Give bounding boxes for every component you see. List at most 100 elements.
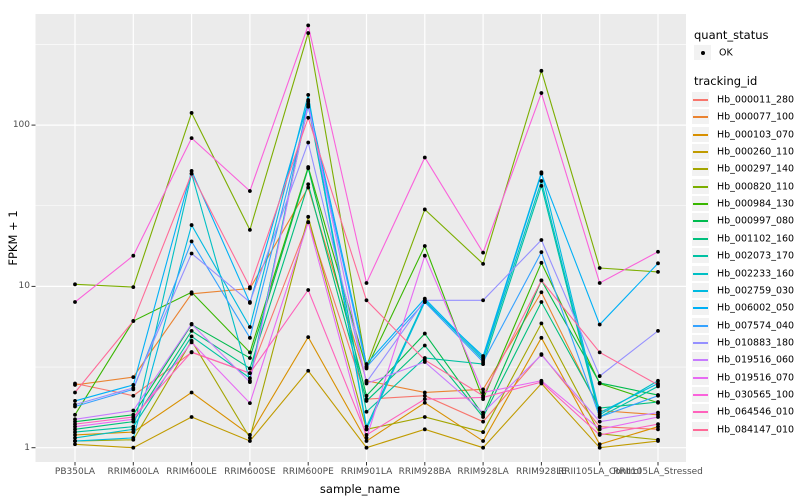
data-point <box>364 445 369 450</box>
data-point <box>597 266 602 270</box>
data-point <box>189 350 194 354</box>
data-point <box>73 300 77 304</box>
legend-key-swatch <box>692 369 709 385</box>
data-point <box>481 356 485 360</box>
data-point <box>539 183 544 188</box>
data-point <box>306 288 311 292</box>
legend-key-swatch <box>692 196 709 212</box>
legend-label-tracking-id: Hb_019516_060 <box>717 354 795 366</box>
data-point <box>422 358 427 362</box>
y-axis-title: FPKM + 1 <box>6 210 20 266</box>
x-tick-label: RRIM928LE <box>515 467 567 477</box>
legend-label-tracking-id: Hb_064546_010 <box>717 406 795 418</box>
data-point <box>189 340 194 345</box>
data-point <box>131 436 136 440</box>
data-point <box>189 290 194 295</box>
data-point <box>422 298 427 303</box>
series-color-line-icon <box>693 133 708 136</box>
data-point <box>656 378 660 383</box>
data-point <box>73 422 77 427</box>
data-point <box>73 402 77 407</box>
data-point <box>189 169 194 173</box>
data-point <box>364 362 369 366</box>
x-tick-label: RRIM928BA <box>398 467 452 477</box>
data-point <box>306 335 311 339</box>
data-point <box>597 445 602 450</box>
data-point <box>306 166 311 171</box>
data-point <box>364 433 369 437</box>
series-color-line-icon <box>693 376 708 379</box>
data-point <box>73 439 77 443</box>
legend-key-swatch <box>692 404 709 420</box>
data-point <box>422 244 427 248</box>
legend-label-tracking-id: Hb_002233_160 <box>717 268 795 279</box>
data-point <box>656 437 660 442</box>
data-point <box>481 430 485 434</box>
y-tick-label: 10 <box>18 281 30 292</box>
legend-key-swatch <box>692 109 709 125</box>
data-point <box>73 399 77 403</box>
data-point <box>597 350 602 355</box>
data-point <box>597 374 602 378</box>
legend-item-tracking: Hb_010883_180 <box>692 334 800 351</box>
data-point <box>189 334 194 339</box>
data-point <box>656 422 660 427</box>
legend-key-ok <box>694 45 711 60</box>
legend-label-tracking-id: Hb_084147_010 <box>717 424 795 436</box>
data-point <box>248 371 252 376</box>
data-point <box>131 375 136 379</box>
data-point <box>364 439 369 443</box>
data-point <box>248 439 252 443</box>
data-point <box>656 427 660 432</box>
legend-key-swatch <box>692 386 709 402</box>
legend-item-tracking: Hb_019516_060 <box>692 352 800 368</box>
x-tick-label: RRIM901LA <box>340 467 393 477</box>
data-point <box>73 427 77 432</box>
legend-key-swatch <box>692 126 709 142</box>
data-point <box>597 427 602 432</box>
x-tick-label: RRIM600PE <box>282 467 334 477</box>
data-point <box>73 282 77 287</box>
data-point <box>73 390 77 395</box>
data-point <box>481 390 485 395</box>
data-point <box>539 250 544 255</box>
legend-key-swatch <box>692 161 709 177</box>
legend-key-swatch <box>692 300 709 316</box>
legend-key-swatch <box>692 421 709 437</box>
data-point <box>189 415 194 419</box>
data-point <box>306 214 311 219</box>
data-point <box>656 249 660 254</box>
legend-label-tracking-id: Hb_000297_140 <box>717 163 795 175</box>
data-point <box>248 300 252 304</box>
data-point <box>539 290 544 295</box>
x-tick-label: RRIM600LE <box>166 467 217 477</box>
data-point <box>656 261 660 266</box>
data-point <box>306 220 311 225</box>
data-point <box>131 445 136 450</box>
data-point <box>539 321 544 326</box>
legend-label-tracking-id: Hb_001102_160 <box>717 233 795 245</box>
data-point <box>597 433 602 437</box>
data-point <box>189 136 194 141</box>
series-color-line-icon <box>693 168 708 171</box>
y-tick-label: 100 <box>12 120 30 131</box>
data-point <box>73 433 77 437</box>
legend-key-swatch <box>692 265 709 281</box>
data-point <box>248 380 252 385</box>
legend-item-tracking: Hb_007574_040 <box>692 317 800 334</box>
data-point <box>364 436 369 440</box>
legend-item-tracking: Hb_000984_130 <box>692 196 800 212</box>
data-point <box>189 111 194 115</box>
series-color-line-icon <box>693 324 708 327</box>
data-point <box>481 261 485 266</box>
legend-key-swatch <box>692 334 709 350</box>
data-point <box>306 104 311 109</box>
legend-label-tracking-id: Hb_000077_100 <box>717 111 795 123</box>
x-tick-label: PB350LA <box>54 467 96 477</box>
data-point <box>656 383 660 387</box>
data-point <box>597 424 602 429</box>
series-color-line-icon <box>693 411 708 414</box>
legend-item-tracking: Hb_019516_070 <box>692 369 800 386</box>
data-point <box>422 207 427 212</box>
